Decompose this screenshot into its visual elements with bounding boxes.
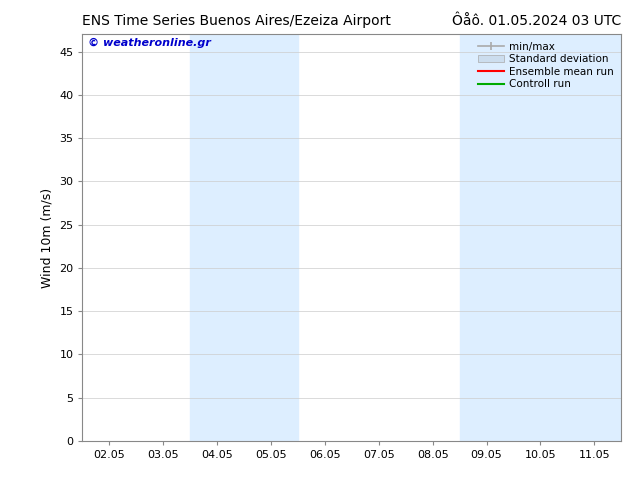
- Legend: min/max, Standard deviation, Ensemble mean run, Controll run: min/max, Standard deviation, Ensemble me…: [476, 40, 616, 92]
- Text: ENS Time Series Buenos Aires/Ezeiza Airport: ENS Time Series Buenos Aires/Ezeiza Airp…: [82, 14, 391, 28]
- Text: © weatheronline.gr: © weatheronline.gr: [87, 38, 210, 49]
- Y-axis label: Wind 10m (m/s): Wind 10m (m/s): [41, 188, 54, 288]
- Text: Ôåô. 01.05.2024 03 UTC: Ôåô. 01.05.2024 03 UTC: [452, 14, 621, 28]
- Bar: [460, 34, 621, 441]
- Bar: [190, 34, 298, 441]
